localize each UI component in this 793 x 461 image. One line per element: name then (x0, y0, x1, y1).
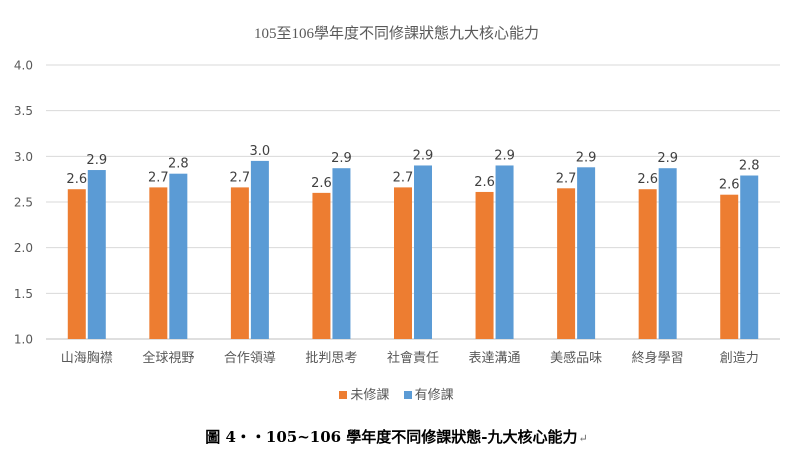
chart-frame: 1.0 1.5 2.0 2.5 3.0 3.5 4.0 2.6 2.9 山海胸襟 2.7 2.8 全球視… (0, 26, 793, 403)
bar-enrolled (495, 165, 514, 339)
data-label-enrolled: 2.9 (494, 148, 515, 163)
x-tick-label: 美感品味 (550, 350, 602, 366)
x-tick-label: 批判思考 (305, 351, 357, 366)
x-tick-label: 終身學習 (632, 350, 684, 366)
x-tick-label: 合作領導 (224, 350, 276, 366)
bar-chart: 1.01.52.02.53.03.54.02.62.9山海胸襟2.72.8全球視… (14, 59, 780, 366)
legend-item-unenrolled: 未修課 (339, 384, 389, 403)
legend-swatch-enrolled (403, 391, 412, 399)
data-label-enrolled: 2.9 (576, 150, 597, 165)
bar-unenrolled (557, 188, 576, 339)
paragraph-mark-icon: ↵ (578, 432, 588, 445)
data-label-unenrolled: 2.7 (393, 170, 414, 185)
data-label-enrolled: 2.8 (168, 157, 189, 172)
data-label-unenrolled: 2.6 (311, 176, 332, 191)
bar-enrolled (250, 160, 269, 339)
x-tick-label: 表達溝通 (469, 351, 521, 366)
bar-unenrolled (394, 187, 412, 339)
bar-unenrolled (67, 189, 86, 339)
bar-enrolled (658, 168, 677, 339)
x-tick-label: 山海胸襟 (61, 351, 113, 366)
figure-caption: 圖 4‧‧105~106 學年度不同修課狀態-九大核心能力↵ (0, 426, 793, 447)
bar-unenrolled (720, 194, 739, 339)
legend-swatch-unenrolled (339, 391, 348, 399)
bar-unenrolled (149, 187, 168, 339)
x-tick-label: 社會責任 (387, 350, 439, 366)
legend-label-unenrolled: 未修課 (350, 388, 390, 403)
data-label-unenrolled: 2.6 (719, 178, 740, 193)
bar-unenrolled (638, 189, 657, 339)
bar-unenrolled (312, 192, 331, 339)
data-label-enrolled: 3.0 (250, 144, 271, 159)
data-label-enrolled: 2.9 (86, 153, 107, 168)
legend-item-enrolled: 有修課 (403, 384, 454, 403)
bar-enrolled (87, 170, 106, 339)
y-tick-label: 1.5 (14, 287, 33, 301)
x-tick-label: 創造力 (720, 351, 759, 366)
y-tick-label: 2.5 (14, 196, 33, 210)
data-label-enrolled: 2.9 (657, 151, 678, 166)
data-label-enrolled: 2.9 (413, 148, 434, 163)
y-tick-label: 4.0 (14, 59, 33, 73)
y-tick-label: 3.0 (14, 150, 33, 164)
bar-unenrolled (230, 187, 249, 339)
bar-enrolled (577, 167, 596, 339)
data-label-unenrolled: 2.6 (474, 175, 495, 190)
bar-enrolled (414, 165, 432, 339)
chart-title: 105至106學年度不同修課狀態九大核心能力 (253, 26, 539, 42)
data-label-unenrolled: 2.7 (230, 170, 251, 185)
bar-enrolled (169, 173, 188, 339)
data-label-unenrolled: 2.7 (148, 170, 169, 185)
x-tick-label: 全球視野 (142, 350, 194, 366)
data-label-enrolled: 2.9 (331, 151, 352, 166)
y-tick-label: 1.0 (14, 333, 33, 347)
data-label-unenrolled: 2.6 (66, 172, 87, 187)
figure-caption-text: 圖 4‧‧105~106 學年度不同修課狀態-九大核心能力 (205, 428, 578, 446)
data-label-unenrolled: 2.7 (556, 171, 577, 186)
legend-label-enrolled: 有修課 (414, 388, 454, 403)
y-tick-label: 2.0 (14, 241, 33, 255)
y-tick-label: 3.5 (14, 104, 33, 118)
bar-enrolled (740, 175, 759, 339)
data-label-enrolled: 2.8 (739, 159, 760, 174)
bar-enrolled (332, 168, 351, 339)
data-label-unenrolled: 2.6 (637, 172, 658, 187)
chart-legend: 未修課 有修課 (0, 384, 793, 403)
bar-unenrolled (475, 191, 494, 339)
